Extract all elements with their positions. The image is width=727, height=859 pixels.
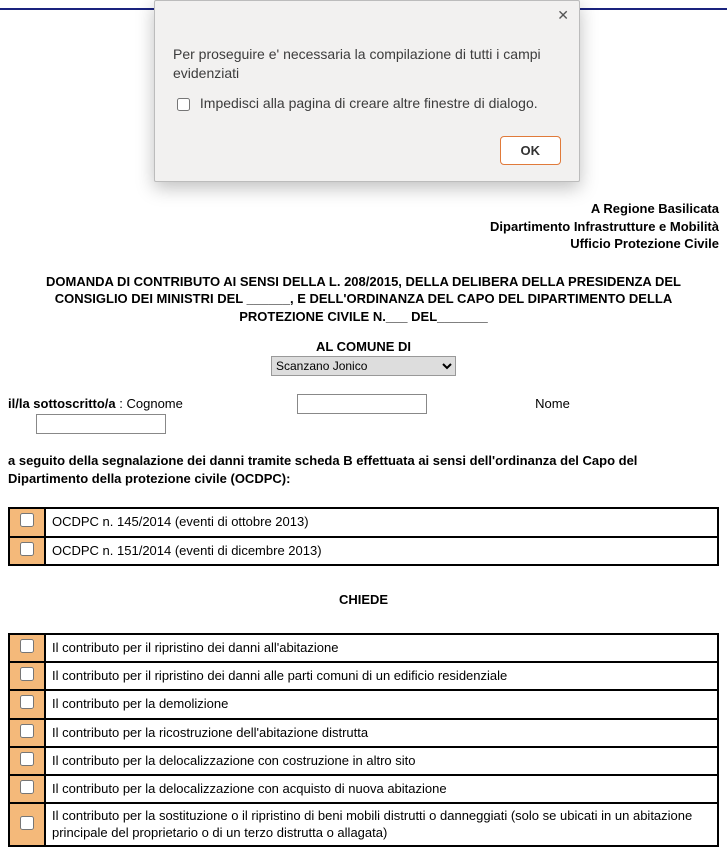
richiesta-checkbox[interactable] <box>20 816 34 830</box>
richiesta-text: Il contributo per la ricostruzione dell'… <box>45 719 718 747</box>
nome-input[interactable] <box>36 414 166 434</box>
close-icon[interactable]: ✕ <box>557 7 569 24</box>
dialog-message: Per proseguire e' necessaria la compilaz… <box>173 45 561 83</box>
suppress-label: Impedisci alla pagina di creare altre fi… <box>200 95 538 111</box>
cognome-input[interactable] <box>297 394 427 414</box>
table-row: Il contributo per il ripristino dei dann… <box>9 634 718 662</box>
address-line1: A Regione Basilicata <box>591 201 719 216</box>
table-row: Il contributo per il ripristino dei dann… <box>9 662 718 690</box>
richiesta-text: Il contributo per la delocalizzazione co… <box>45 775 718 803</box>
ocdpc-text: OCDPC n. 145/2014 (eventi di ottobre 201… <box>45 508 718 536</box>
nome-label: Nome <box>535 396 570 411</box>
table-row: Il contributo per la ricostruzione dell'… <box>9 719 718 747</box>
chiede-heading: CHIEDE <box>8 592 719 607</box>
richieste-table: Il contributo per il ripristino dei dann… <box>8 633 719 847</box>
table-row: Il contributo per la sostituzione o il r… <box>9 803 718 846</box>
ocdpc-checkbox[interactable] <box>20 542 34 556</box>
table-row: Il contributo per la demolizione <box>9 690 718 718</box>
richiesta-checkbox[interactable] <box>20 780 34 794</box>
address-line3: Ufficio Protezione Civile <box>570 236 719 251</box>
comune-select[interactable]: Scanzano Jonico <box>271 356 456 376</box>
table-row: Il contributo per la delocalizzazione co… <box>9 775 718 803</box>
table-row: OCDPC n. 145/2014 (eventi di ottobre 201… <box>9 508 718 536</box>
sottoscritto-prefix: il/la sottoscritto/a <box>8 396 116 411</box>
richiesta-checkbox[interactable] <box>20 667 34 681</box>
seguito-text: a seguito della segnalazione dei danni t… <box>8 452 719 487</box>
table-row: Il contributo per la delocalizzazione co… <box>9 747 718 775</box>
ok-button[interactable]: OK <box>500 136 562 165</box>
ocdpc-table: OCDPC n. 145/2014 (eventi di ottobre 201… <box>8 507 719 566</box>
ocdpc-text: OCDPC n. 151/2014 (eventi di dicembre 20… <box>45 537 718 565</box>
cognome-label: Cognome <box>127 396 183 411</box>
richiesta-checkbox[interactable] <box>20 639 34 653</box>
richiesta-text: Il contributo per la sostituzione o il r… <box>45 803 718 846</box>
richiesta-checkbox[interactable] <box>20 752 34 766</box>
sottoscritto-row: il/la sottoscritto/a : Cognome Nome <box>8 394 719 434</box>
richiesta-text: Il contributo per la demolizione <box>45 690 718 718</box>
address-line2: Dipartimento Infrastrutture e Mobilità <box>490 219 719 234</box>
suppress-checkbox[interactable] <box>177 98 190 111</box>
table-row: OCDPC n. 151/2014 (eventi di dicembre 20… <box>9 537 718 565</box>
address-block: A Regione Basilicata Dipartimento Infras… <box>8 200 719 253</box>
ocdpc-checkbox[interactable] <box>20 513 34 527</box>
form-title: DOMANDA DI CONTRIBUTO AI SENSI DELLA L. … <box>38 273 689 326</box>
alert-dialog: ✕ Per proseguire e' necessaria la compil… <box>154 0 580 182</box>
richiesta-checkbox[interactable] <box>20 695 34 709</box>
richiesta-checkbox[interactable] <box>20 724 34 738</box>
comune-label: AL COMUNE DI <box>8 339 719 354</box>
richiesta-text: Il contributo per il ripristino dei dann… <box>45 634 718 662</box>
richiesta-text: Il contributo per la delocalizzazione co… <box>45 747 718 775</box>
richiesta-text: Il contributo per il ripristino dei dann… <box>45 662 718 690</box>
sep: : <box>119 396 126 411</box>
